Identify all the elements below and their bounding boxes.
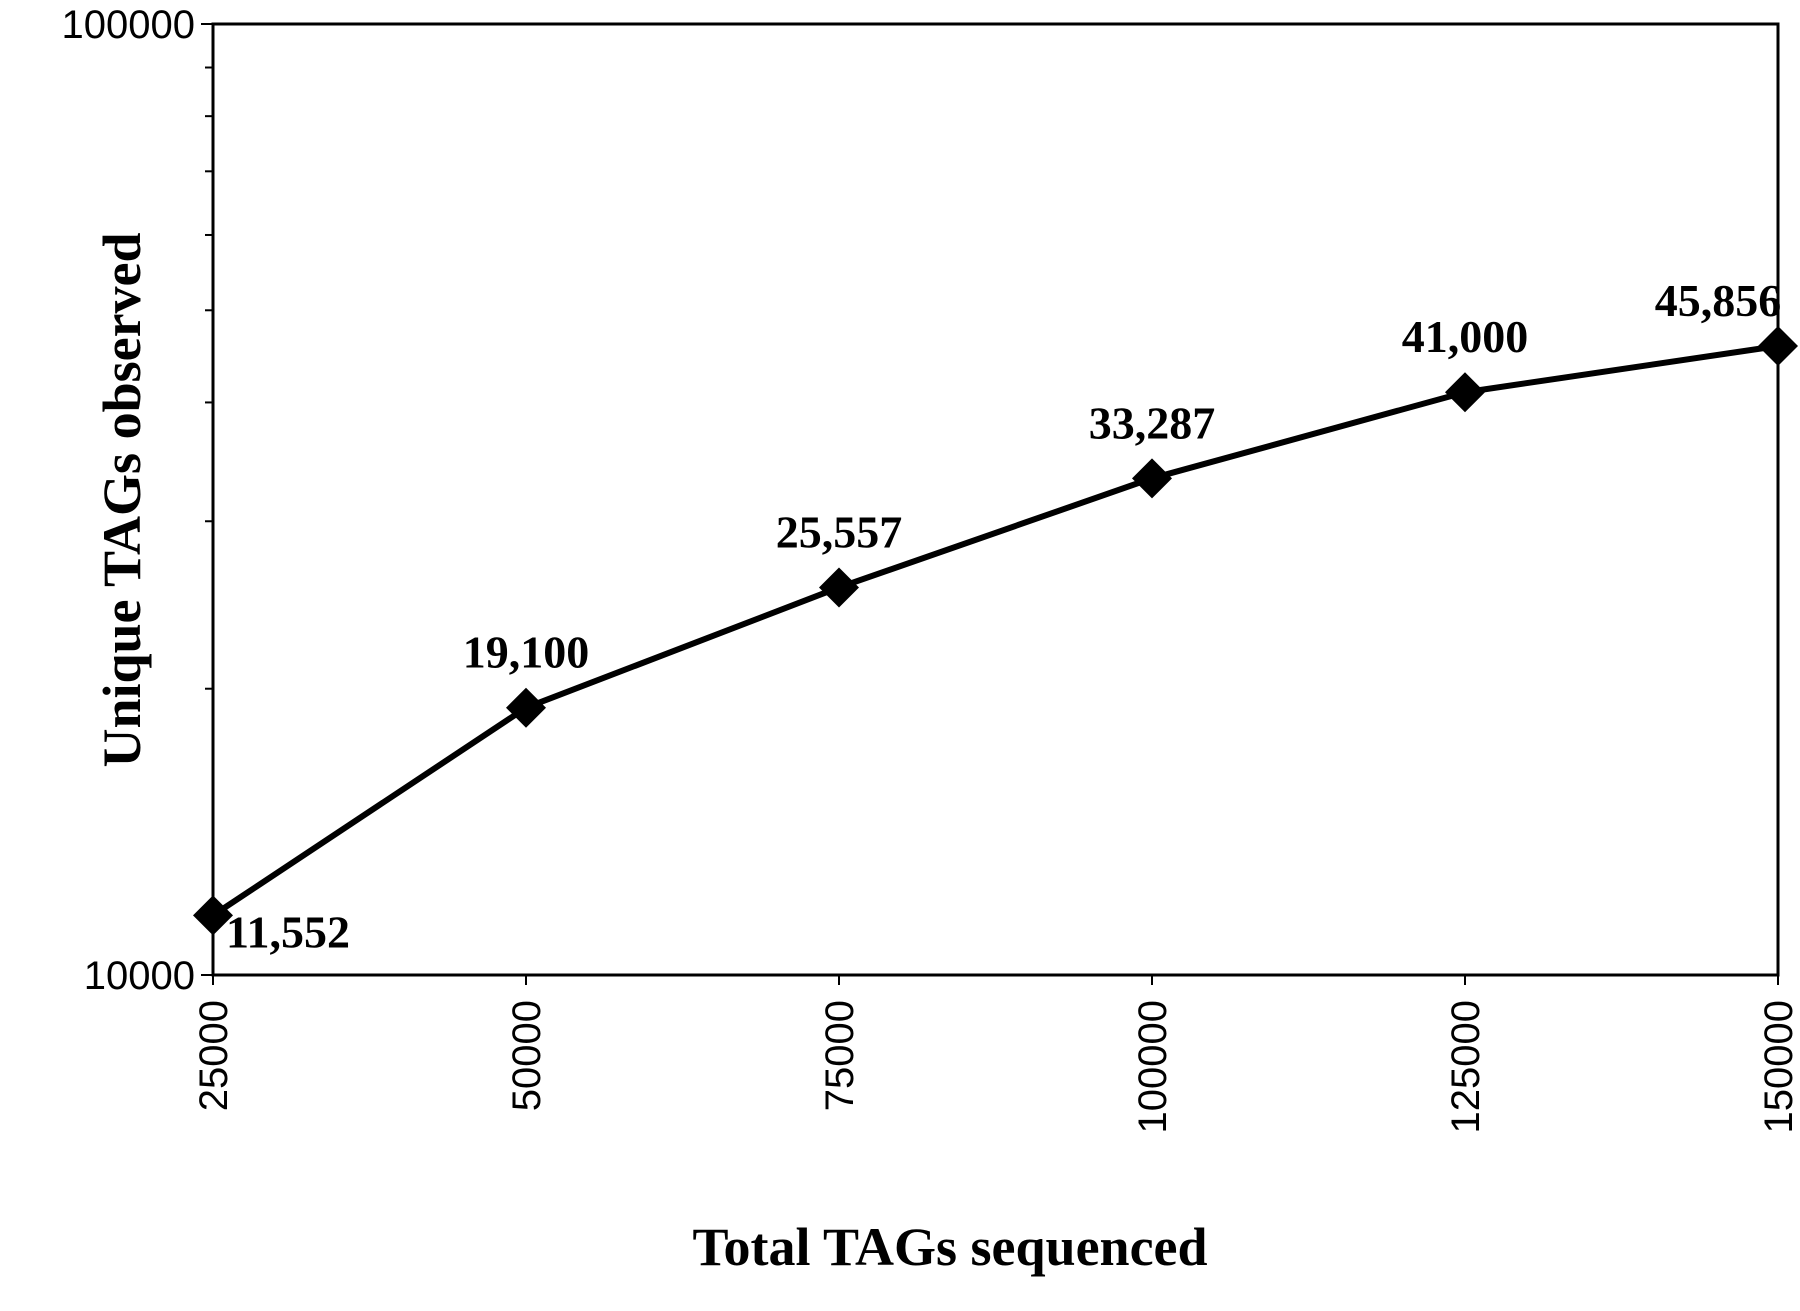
data-point-marker xyxy=(1758,326,1798,367)
data-label: 19,100 xyxy=(463,627,590,678)
x-tick-label: 150000 xyxy=(1757,1000,1800,1133)
data-point-marker xyxy=(819,567,859,608)
y-tick-label: 10000 xyxy=(84,954,195,998)
data-label: 11,552 xyxy=(226,906,350,957)
data-point-marker xyxy=(193,895,233,936)
data-label: 41,000 xyxy=(1402,311,1529,362)
x-tick-labels: 25000 50000 75000 100000 125000 150000 xyxy=(192,1000,1800,1133)
x-tick-label: 100000 xyxy=(1131,1000,1175,1133)
series-line xyxy=(211,343,1779,918)
y-axis-title: Unique TAGs observed xyxy=(92,232,152,767)
data-label: 45,856 xyxy=(1655,275,1782,326)
data-point-marker xyxy=(1132,458,1172,499)
y-tick-label: 100000 xyxy=(62,3,195,47)
plot-area xyxy=(211,22,1780,977)
y-tick-labels: 10000 100000 xyxy=(62,3,195,998)
data-labels: 11,552 19,100 25,557 33,287 41,000 45,856 xyxy=(226,275,1781,957)
x-tick-label: 25000 xyxy=(192,1000,236,1111)
data-point-marker xyxy=(506,687,546,728)
data-point-marker xyxy=(1445,372,1485,413)
y-minor-ticks xyxy=(201,23,213,976)
x-ticks xyxy=(212,975,1779,985)
x-axis-title: Total TAGs sequenced xyxy=(692,1217,1207,1277)
series-line-group xyxy=(211,343,1779,918)
data-label: 25,557 xyxy=(776,506,903,557)
x-tick-label: 75000 xyxy=(818,1000,862,1111)
series-markers xyxy=(193,326,1798,936)
data-label: 33,287 xyxy=(1089,397,1216,448)
x-tick-label: 50000 xyxy=(505,1000,549,1111)
x-tick-label: 125000 xyxy=(1444,1000,1488,1133)
